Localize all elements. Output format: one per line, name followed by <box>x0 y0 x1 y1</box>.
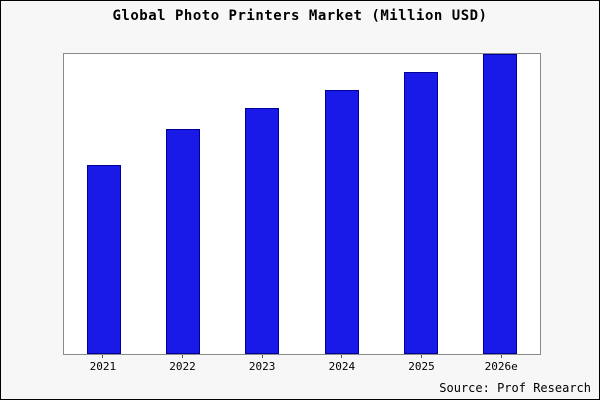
x-tick-label-2022: 2022 <box>143 355 223 373</box>
bar-2025 <box>403 72 438 354</box>
x-tick-label-2024: 2024 <box>302 355 382 373</box>
bar-slot-2022 <box>143 54 222 354</box>
source-note: Source: Prof Research <box>439 381 591 395</box>
bar-2026e <box>483 54 518 354</box>
bar-slot-2023 <box>223 54 302 354</box>
bar-2022 <box>165 129 200 354</box>
bar-2024 <box>324 90 359 354</box>
x-axis-labels: 2021 2022 2023 2024 2025 2026e <box>63 355 541 373</box>
x-tick-label-2025: 2025 <box>382 355 462 373</box>
bar-slot-2021 <box>64 54 143 354</box>
x-tick-label-2021: 2021 <box>63 355 143 373</box>
bar-2023 <box>245 108 280 354</box>
plot-area <box>63 53 541 355</box>
bar-2021 <box>86 165 121 354</box>
bar-slot-2024 <box>302 54 381 354</box>
x-tick-label-2023: 2023 <box>222 355 302 373</box>
bar-slot-2025 <box>381 54 460 354</box>
x-tick-label-2026e: 2026e <box>461 355 541 373</box>
bar-slot-2026e <box>461 54 540 354</box>
chart-title: Global Photo Printers Market (Million US… <box>112 8 488 24</box>
